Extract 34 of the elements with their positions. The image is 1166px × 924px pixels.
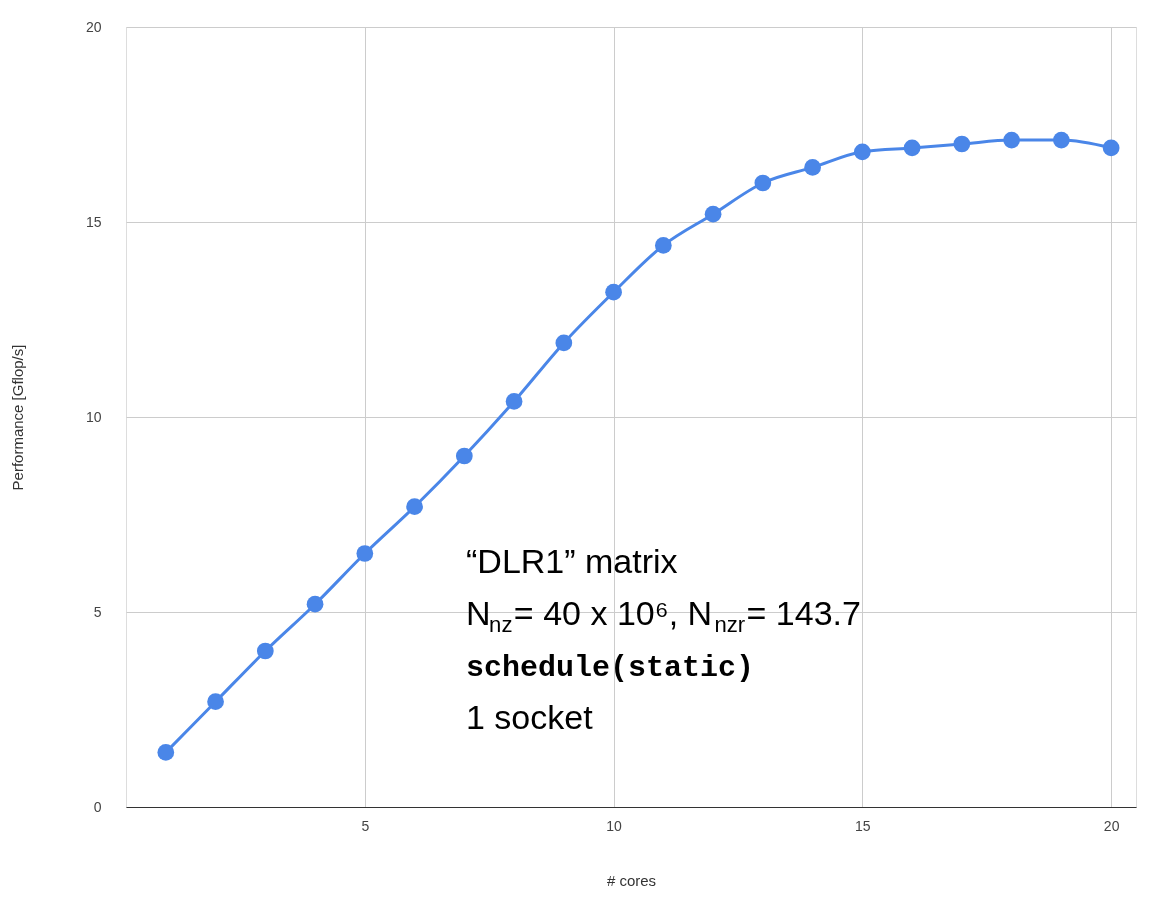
point <box>406 498 423 516</box>
x-axis-title: # cores <box>606 871 657 889</box>
point <box>256 642 274 660</box>
x-tick-label: 15 <box>855 817 871 834</box>
x-tick-label: 10 <box>606 817 623 834</box>
point <box>654 237 672 254</box>
point <box>1003 131 1020 149</box>
y-tick-label: 0 <box>93 798 102 815</box>
point <box>804 159 821 176</box>
point <box>157 744 175 761</box>
y-tick-label: 20 <box>85 18 102 35</box>
point <box>207 693 224 711</box>
point <box>605 283 622 301</box>
point <box>953 135 971 153</box>
y-tick-label: 15 <box>85 213 102 230</box>
x-tick-label: 5 <box>361 817 370 834</box>
annotation: “DLR1” matrix <box>466 542 678 580</box>
point <box>704 205 722 223</box>
point <box>555 334 573 352</box>
point <box>455 447 473 465</box>
point <box>903 139 921 157</box>
y-tick-label: 10 <box>85 408 102 425</box>
point <box>505 393 523 410</box>
point <box>853 143 871 161</box>
point <box>306 595 324 613</box>
y-tick-label: 5 <box>93 603 102 620</box>
annotation: 1 socket <box>466 698 594 736</box>
point <box>754 174 772 192</box>
annotation: schedule(static) <box>466 651 755 685</box>
y-axis-title: Performance [Gflop/s] <box>8 344 26 491</box>
point <box>1053 131 1070 149</box>
x-tick-label: 20 <box>1103 817 1120 834</box>
point <box>1102 139 1120 157</box>
point <box>356 545 374 562</box>
